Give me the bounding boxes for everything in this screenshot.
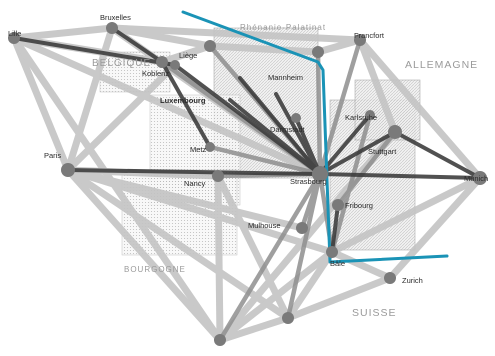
edge bbox=[294, 116, 322, 176]
edge bbox=[10, 34, 72, 174]
edge bbox=[207, 144, 323, 177]
node-lille bbox=[8, 32, 20, 44]
node-metz bbox=[205, 142, 215, 152]
city-label-bruxelles: Bruxelles bbox=[100, 13, 131, 22]
region-label-allemagne: ALLEMAGNE bbox=[405, 59, 478, 71]
edge bbox=[10, 34, 324, 178]
edge bbox=[64, 166, 224, 344]
node-darmstadt bbox=[291, 113, 301, 123]
city-label-luxembourg: Luxembourg bbox=[160, 96, 206, 105]
edge bbox=[216, 314, 292, 344]
edge bbox=[238, 76, 322, 176]
node-strasbourg bbox=[312, 166, 328, 182]
node-stuttgart bbox=[388, 125, 402, 139]
city-label-bale: Bâle bbox=[330, 259, 345, 268]
edge bbox=[386, 174, 484, 282]
edge bbox=[328, 174, 484, 256]
edge bbox=[284, 248, 336, 322]
edge bbox=[214, 172, 224, 344]
node-koblenz bbox=[156, 56, 168, 68]
edge bbox=[214, 172, 292, 322]
city-label-mannheim: Mannheim bbox=[268, 73, 303, 82]
edges-dark bbox=[12, 26, 482, 254]
edge bbox=[330, 203, 340, 254]
city-label-strasbourg: Strasbourg bbox=[290, 177, 327, 186]
city-label-mulhouse: Mulhouse bbox=[248, 221, 281, 230]
edge bbox=[228, 98, 322, 176]
edge bbox=[64, 166, 292, 322]
edge bbox=[356, 36, 399, 136]
node-francfort bbox=[354, 34, 366, 46]
node-karlsruhe bbox=[365, 110, 375, 120]
node-liege bbox=[204, 40, 216, 52]
city-label-liege: Liège bbox=[179, 51, 197, 60]
region-labels: BELGIQUE ALLEMAGNE Rhénanie-Palatinat BO… bbox=[92, 23, 478, 319]
city-nodes bbox=[8, 22, 487, 346]
edge bbox=[108, 24, 364, 44]
edge bbox=[64, 61, 179, 174]
border-line bbox=[181, 10, 449, 264]
edges-medium bbox=[159, 37, 398, 343]
edge bbox=[66, 168, 322, 176]
node-bruxelles bbox=[106, 22, 118, 34]
city-label-karlsruhe: Karlsruhe bbox=[345, 113, 377, 122]
region-label-bourgogne: BOURGOGNE bbox=[124, 265, 186, 274]
node-south-2 bbox=[214, 334, 226, 346]
edge bbox=[160, 60, 212, 149]
node-mulhouse bbox=[296, 222, 308, 234]
edge bbox=[206, 42, 322, 56]
edge bbox=[356, 36, 484, 182]
edge bbox=[285, 171, 323, 321]
edge bbox=[329, 112, 373, 255]
city-label-francfort: Francfort bbox=[354, 31, 385, 40]
node-nancy bbox=[212, 170, 224, 182]
city-label-fribourg: Fribourg bbox=[345, 201, 373, 210]
edge bbox=[318, 172, 482, 180]
city-label-metz: Metz bbox=[190, 145, 207, 154]
city-label-munich: Munich bbox=[464, 174, 488, 183]
edge bbox=[328, 248, 394, 282]
node-zurich bbox=[384, 272, 396, 284]
city-label-nancy: Nancy bbox=[184, 179, 206, 188]
region-label-suisse: SUISSE bbox=[352, 307, 397, 319]
node-mannheim bbox=[312, 46, 324, 58]
edge bbox=[64, 166, 336, 256]
region-label-rhenanie: Rhénanie-Palatinat bbox=[240, 23, 326, 32]
city-label-paris: Paris bbox=[44, 151, 61, 160]
city-label-lille: Lille bbox=[8, 29, 21, 38]
edge bbox=[10, 34, 224, 344]
node-south-1 bbox=[282, 312, 294, 324]
node-luxembourg bbox=[170, 60, 180, 70]
region-label-belgique: BELGIQUE bbox=[92, 58, 151, 69]
city-label-darmstadt: Darmstadt bbox=[270, 125, 306, 134]
edge bbox=[318, 113, 372, 176]
node-paris bbox=[61, 163, 75, 177]
edge bbox=[10, 24, 116, 42]
city-label-zurich: Zurich bbox=[402, 276, 423, 285]
edge bbox=[110, 26, 164, 64]
node-munich bbox=[473, 171, 487, 185]
node-fribourg bbox=[332, 199, 344, 211]
edge bbox=[318, 130, 397, 176]
city-label-koblenz: Koblenz bbox=[142, 69, 169, 78]
node-bale bbox=[326, 246, 338, 258]
edge bbox=[217, 171, 323, 343]
city-label-stuttgart: Stuttgart bbox=[368, 147, 397, 156]
edge bbox=[315, 49, 323, 177]
edge bbox=[393, 130, 482, 180]
edge bbox=[284, 274, 394, 322]
edge bbox=[12, 36, 177, 67]
edge bbox=[158, 42, 214, 66]
edge bbox=[314, 36, 364, 56]
city-labels: Lille Bruxelles Liège Koblenz Luxembourg… bbox=[8, 13, 488, 285]
